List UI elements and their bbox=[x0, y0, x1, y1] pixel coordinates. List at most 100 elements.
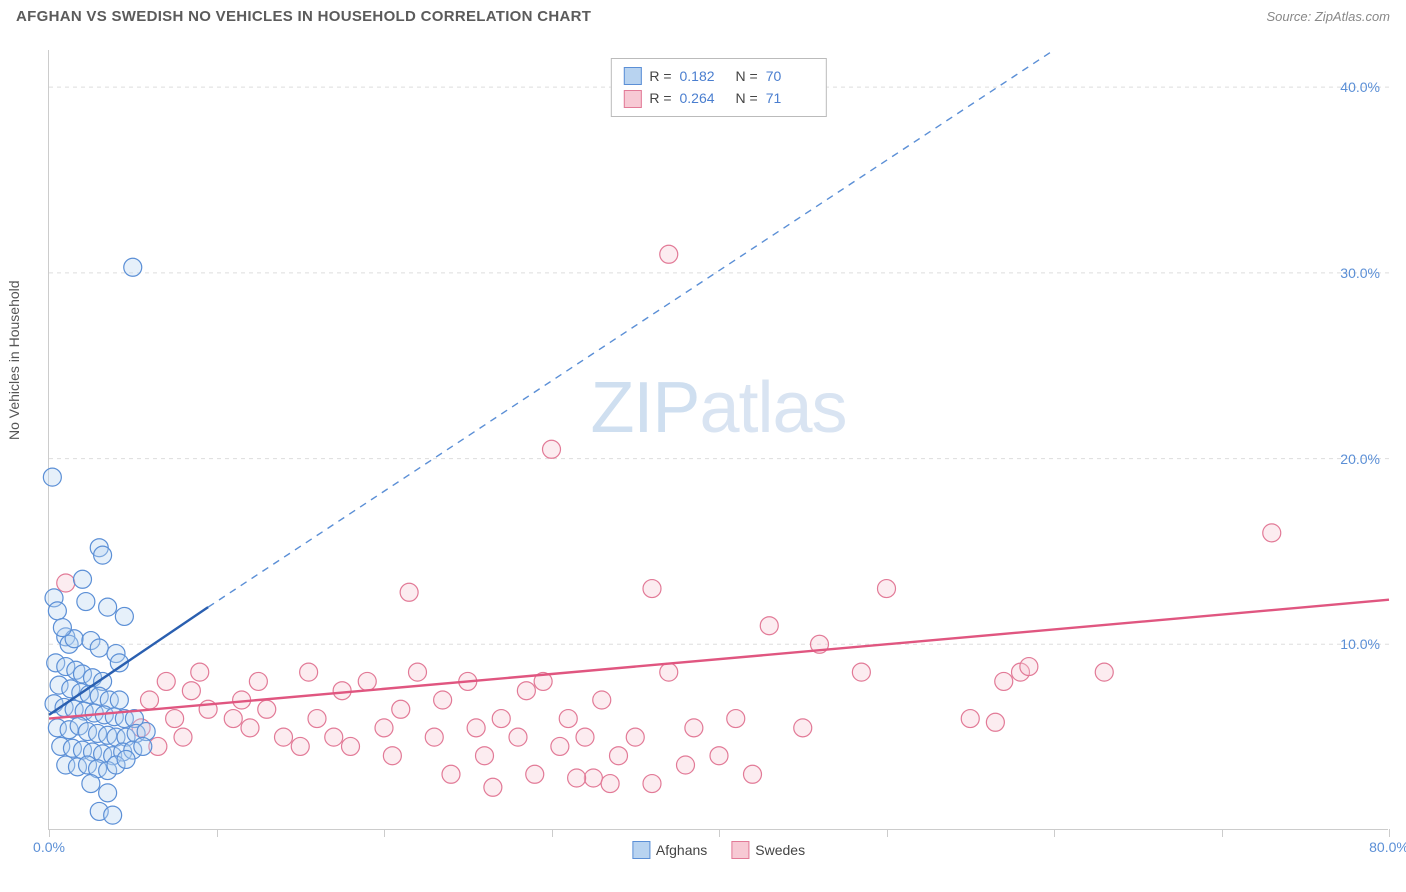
data-point bbox=[1095, 663, 1113, 681]
data-point bbox=[601, 775, 619, 793]
data-point bbox=[224, 710, 242, 728]
data-point bbox=[660, 245, 678, 263]
data-point bbox=[104, 806, 122, 824]
data-point bbox=[442, 765, 460, 783]
r-label: R = bbox=[649, 65, 671, 87]
data-point bbox=[117, 750, 135, 768]
stats-legend-row: R = 0.264 N = 71 bbox=[623, 87, 813, 109]
data-point bbox=[878, 580, 896, 598]
data-point bbox=[492, 710, 510, 728]
series-legend-item: Swedes bbox=[731, 841, 805, 859]
data-point bbox=[182, 682, 200, 700]
data-point bbox=[275, 728, 293, 746]
x-tick bbox=[552, 829, 553, 837]
x-tick bbox=[384, 829, 385, 837]
data-point bbox=[74, 570, 92, 588]
data-point bbox=[94, 546, 112, 564]
data-point bbox=[610, 747, 628, 765]
data-point bbox=[124, 258, 142, 276]
data-point bbox=[685, 719, 703, 737]
data-point bbox=[249, 672, 267, 690]
data-point bbox=[174, 728, 192, 746]
data-point bbox=[308, 710, 326, 728]
plot-svg bbox=[49, 50, 1388, 829]
data-point bbox=[134, 737, 152, 755]
legend-swatch bbox=[623, 67, 641, 85]
series-legend: Afghans Swedes bbox=[632, 841, 805, 859]
y-tick-label: 10.0% bbox=[1340, 636, 1380, 652]
data-point bbox=[744, 765, 762, 783]
data-point bbox=[543, 440, 561, 458]
chart-title: AFGHAN VS SWEDISH NO VEHICLES IN HOUSEHO… bbox=[16, 8, 591, 25]
n-label: N = bbox=[736, 87, 758, 109]
trend-line bbox=[208, 50, 1054, 607]
data-point bbox=[626, 728, 644, 746]
r-value: 0.182 bbox=[680, 65, 728, 87]
x-tick-label: 0.0% bbox=[33, 839, 65, 855]
data-point bbox=[576, 728, 594, 746]
data-point bbox=[291, 737, 309, 755]
data-point bbox=[568, 769, 586, 787]
data-point bbox=[82, 775, 100, 793]
x-tick bbox=[887, 829, 888, 837]
data-point bbox=[584, 769, 602, 787]
data-point bbox=[476, 747, 494, 765]
data-point bbox=[434, 691, 452, 709]
data-point bbox=[191, 663, 209, 681]
data-point bbox=[325, 728, 343, 746]
data-point bbox=[551, 737, 569, 755]
data-point bbox=[727, 710, 745, 728]
data-point bbox=[425, 728, 443, 746]
y-tick-label: 40.0% bbox=[1340, 79, 1380, 95]
data-point bbox=[794, 719, 812, 737]
n-value: 71 bbox=[766, 87, 814, 109]
series-legend-label: Afghans bbox=[656, 842, 707, 858]
x-tick bbox=[1222, 829, 1223, 837]
data-point bbox=[57, 574, 75, 592]
data-point bbox=[141, 691, 159, 709]
data-point bbox=[409, 663, 427, 681]
data-point bbox=[509, 728, 527, 746]
data-point bbox=[961, 710, 979, 728]
plot-area: ZIPatlas 10.0%20.0%30.0%40.0% 0.0%80.0% … bbox=[48, 50, 1388, 830]
data-point bbox=[986, 713, 1004, 731]
data-point bbox=[115, 607, 133, 625]
data-point bbox=[77, 593, 95, 611]
x-tick bbox=[1389, 829, 1390, 837]
n-label: N = bbox=[736, 65, 758, 87]
data-point bbox=[99, 598, 117, 616]
data-point bbox=[90, 639, 108, 657]
data-point bbox=[258, 700, 276, 718]
data-point bbox=[110, 691, 128, 709]
data-point bbox=[484, 778, 502, 796]
data-point bbox=[1263, 524, 1281, 542]
y-tick-label: 30.0% bbox=[1340, 265, 1380, 281]
data-point bbox=[43, 468, 61, 486]
data-point bbox=[400, 583, 418, 601]
data-point bbox=[342, 737, 360, 755]
data-point bbox=[333, 682, 351, 700]
data-point bbox=[99, 784, 117, 802]
r-value: 0.264 bbox=[680, 87, 728, 109]
legend-swatch bbox=[623, 90, 641, 108]
data-point bbox=[559, 710, 577, 728]
data-point bbox=[760, 617, 778, 635]
x-tick bbox=[1054, 829, 1055, 837]
x-tick-label: 80.0% bbox=[1369, 839, 1406, 855]
data-point bbox=[157, 672, 175, 690]
stats-legend-row: R = 0.182 N = 70 bbox=[623, 65, 813, 87]
data-point bbox=[358, 672, 376, 690]
data-point bbox=[383, 747, 401, 765]
legend-swatch bbox=[731, 841, 749, 859]
x-tick bbox=[217, 829, 218, 837]
data-point bbox=[643, 580, 661, 598]
r-label: R = bbox=[649, 87, 671, 109]
n-value: 70 bbox=[766, 65, 814, 87]
data-point bbox=[48, 602, 66, 620]
data-point bbox=[517, 682, 535, 700]
data-point bbox=[526, 765, 544, 783]
data-point bbox=[852, 663, 870, 681]
source-label: Source: ZipAtlas.com bbox=[1266, 9, 1390, 24]
data-point bbox=[660, 663, 678, 681]
data-point bbox=[300, 663, 318, 681]
